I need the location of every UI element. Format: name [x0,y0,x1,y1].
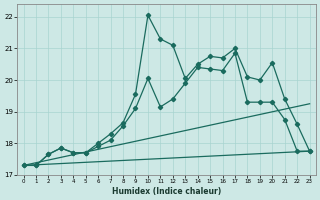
X-axis label: Humidex (Indice chaleur): Humidex (Indice chaleur) [112,187,221,196]
